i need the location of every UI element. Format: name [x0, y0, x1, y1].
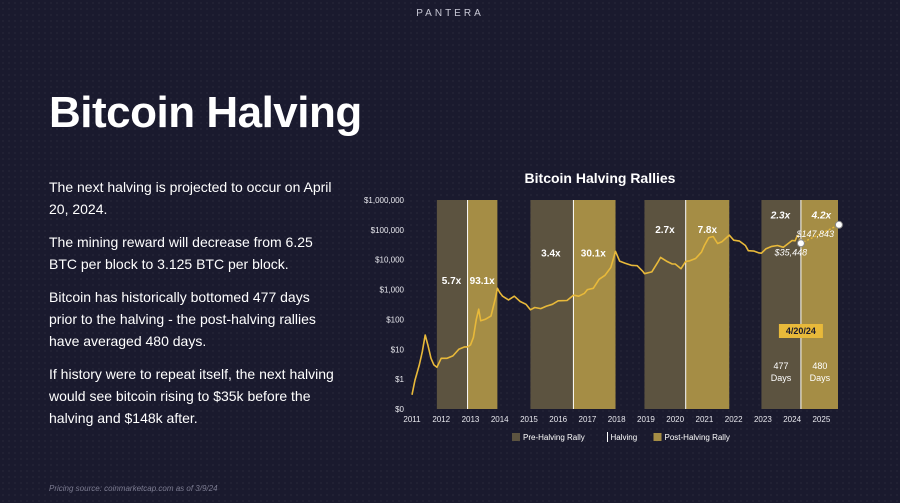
- y-tick-label: $100: [386, 315, 404, 324]
- days-label: 480: [812, 361, 827, 371]
- y-tick-label: $0: [395, 405, 404, 414]
- y-tick-label: $10,000: [375, 256, 404, 265]
- x-tick-label: 2022: [725, 415, 743, 424]
- x-tick-label: 2023: [754, 415, 772, 424]
- price-line: [411, 234, 799, 395]
- halving-date-box: [778, 324, 823, 338]
- projection-price-label: $35,448: [774, 247, 808, 257]
- days-label: Days: [771, 373, 792, 383]
- bullet-item: The mining reward will decrease from 6.2…: [49, 234, 313, 272]
- y-tick-label: $100,000: [371, 226, 405, 235]
- halving-date-label: 4/20/24: [786, 326, 816, 336]
- pre-halving-band: [644, 200, 686, 409]
- post-halving-band: [573, 200, 616, 409]
- halving-chart: Bitcoin Halving Rallies $0 $1 $10 $100 $1,00…: [364, 170, 843, 442]
- x-tick-label: 2016: [549, 415, 567, 424]
- bullet-item: Bitcoin has historically bottomed 477 da…: [49, 289, 316, 349]
- x-tick-label: 2019: [637, 415, 655, 424]
- multiplier-label: 2.3x: [770, 211, 791, 222]
- bullet-list: The next halving is projected to occur o…: [49, 176, 339, 440]
- x-tick-label: 2011: [403, 415, 421, 424]
- legend-swatch: [653, 433, 662, 441]
- multiplier-label: 3.4x: [541, 249, 561, 260]
- multiplier-label: 2.7x: [655, 225, 675, 236]
- x-tick-label: 2017: [579, 415, 597, 424]
- x-tick-label: 2015: [520, 415, 538, 424]
- legend-label: Halving: [611, 433, 638, 442]
- multiplier-label: 4.2x: [811, 211, 832, 222]
- projection-price-label: $147,843: [795, 229, 834, 239]
- chart-title: Bitcoin Halving Rallies: [525, 170, 676, 186]
- brand-logo: PANTERA: [416, 8, 484, 19]
- legend-swatch: [512, 433, 520, 441]
- days-label: 477: [774, 361, 789, 371]
- x-tick-label: 2025: [812, 415, 830, 424]
- bullet-item: If history were to repeat itself, the ne…: [49, 366, 334, 426]
- x-tick-label: 2014: [491, 415, 509, 424]
- y-tick-label: $10: [391, 345, 405, 354]
- y-tick-label: $1,000,000: [364, 196, 405, 205]
- post-halving-band: [467, 200, 498, 409]
- y-tick-label: $1,000: [380, 286, 405, 295]
- legend-label: Pre-Halving Rally: [523, 433, 585, 442]
- legend-label: Post-Halving Rally: [665, 433, 730, 442]
- bullet-item: The next halving is projected to occur o…: [49, 179, 332, 217]
- x-tick-label: 2020: [666, 415, 684, 424]
- pricing-source: Pricing source: coinmarketcap.com as of …: [49, 484, 218, 493]
- x-tick-label: 2018: [608, 415, 626, 424]
- x-tick-label: 2024: [783, 415, 801, 424]
- multiplier-label: 30.1x: [581, 249, 606, 260]
- x-tick-label: 2012: [432, 415, 450, 424]
- page-title: Bitcoin Halving: [49, 88, 362, 137]
- projection-point: [796, 239, 805, 248]
- pre-halving-band: [761, 200, 801, 409]
- post-halving-band: [685, 200, 730, 409]
- multiplier-label: 93.1x: [470, 276, 495, 287]
- projection-point: [834, 220, 843, 229]
- pre-halving-band: [436, 200, 468, 409]
- x-tick-label: 2013: [462, 415, 480, 424]
- multiplier-label: 5.7x: [442, 276, 462, 287]
- x-tick-label: 2021: [696, 415, 714, 424]
- multiplier-label: 7.8x: [698, 225, 718, 236]
- y-tick-label: $1: [395, 375, 404, 384]
- days-label: Days: [810, 373, 831, 383]
